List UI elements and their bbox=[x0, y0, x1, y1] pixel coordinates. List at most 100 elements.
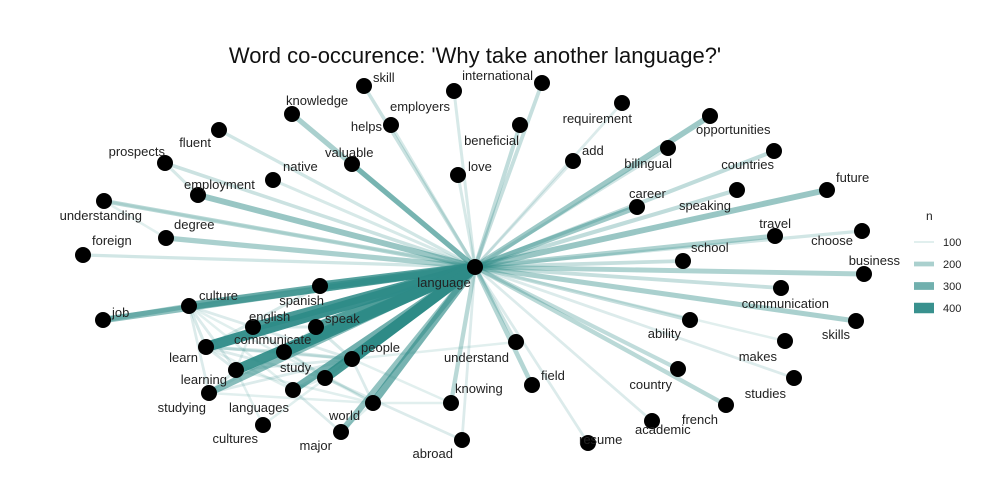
edge-language-future bbox=[472, 187, 830, 270]
node-label-english: english bbox=[249, 309, 290, 324]
node-major bbox=[333, 424, 349, 440]
node-understand bbox=[508, 334, 524, 350]
node-speaking bbox=[729, 182, 745, 198]
edge-language-communicate bbox=[278, 261, 481, 358]
node-label-learn: learn bbox=[169, 350, 198, 365]
node-label-academic: academic bbox=[635, 422, 691, 437]
node-label-prospects: prospects bbox=[109, 144, 166, 159]
node-field bbox=[524, 377, 540, 393]
node-school bbox=[675, 253, 691, 269]
node-love bbox=[450, 167, 466, 183]
node-countries bbox=[766, 143, 782, 159]
edge-language-communication bbox=[473, 265, 783, 290]
edge-language-world bbox=[369, 263, 479, 407]
node-label-study: study bbox=[280, 360, 312, 375]
edge-language-fluent bbox=[217, 128, 477, 269]
node-business bbox=[856, 266, 872, 282]
node-communicate bbox=[276, 344, 292, 360]
edge-language-skill bbox=[362, 84, 477, 269]
node-label-business: business bbox=[849, 253, 901, 268]
node-label-degree: degree bbox=[174, 217, 214, 232]
node-speak bbox=[308, 319, 324, 335]
edge-culture-learning bbox=[187, 304, 238, 372]
edge-language-business bbox=[472, 264, 867, 277]
node-makes bbox=[777, 333, 793, 349]
node-label-school: school bbox=[691, 240, 729, 255]
node-label-love: love bbox=[468, 159, 492, 174]
edge-language-resume bbox=[473, 265, 590, 445]
legend-entries: 100 200 300 400 bbox=[914, 237, 961, 315]
node-label-learning: learning bbox=[181, 372, 227, 387]
node-bilingual bbox=[660, 140, 676, 156]
node-travel bbox=[767, 228, 783, 244]
edge-languages-major bbox=[291, 388, 343, 434]
edge-language-speaking bbox=[472, 187, 740, 270]
node-label-skills: skills bbox=[822, 327, 851, 342]
node-label-knowledge: knowledge bbox=[286, 93, 348, 108]
node-skill bbox=[356, 78, 372, 94]
edge-language-degree bbox=[163, 235, 478, 270]
node-label-major: major bbox=[299, 438, 332, 453]
legend-title: n bbox=[926, 209, 933, 223]
node-label-opportunities: opportunities bbox=[696, 122, 771, 137]
node-ability bbox=[682, 312, 698, 328]
node-label-add: add bbox=[582, 143, 604, 158]
node-label-studying: studying bbox=[158, 400, 206, 415]
edge-language-field bbox=[472, 264, 535, 388]
node-label-employers: employers bbox=[390, 99, 450, 114]
node-label-communicate: communicate bbox=[234, 332, 311, 347]
node-studying bbox=[201, 385, 217, 401]
node-knowledge bbox=[284, 106, 300, 122]
edge-language-add bbox=[473, 159, 575, 269]
edge-people-knowing bbox=[350, 357, 453, 405]
node-label-people: people bbox=[361, 340, 400, 355]
node-native bbox=[265, 172, 281, 188]
edge-language-international bbox=[473, 81, 544, 269]
node-label-country: country bbox=[629, 377, 672, 392]
node-label-employment: employment bbox=[184, 177, 255, 192]
edge-language-valuable bbox=[349, 161, 478, 270]
node-knowing bbox=[443, 395, 459, 411]
node-people bbox=[344, 351, 360, 367]
node-foreign bbox=[75, 247, 91, 263]
edge-language-makes bbox=[473, 265, 787, 343]
node-international bbox=[534, 75, 550, 91]
node-requirement bbox=[614, 95, 630, 111]
legend-label-200: 200 bbox=[943, 259, 961, 271]
node-label-cultures: cultures bbox=[212, 431, 258, 446]
node-learning bbox=[228, 362, 244, 378]
node-label-native: native bbox=[283, 159, 318, 174]
node-label-valuable: valuable bbox=[325, 145, 373, 160]
node-spanish bbox=[312, 278, 328, 294]
node-prospects bbox=[157, 155, 173, 171]
node-employment bbox=[190, 187, 206, 203]
node-label-speaking: speaking bbox=[679, 198, 731, 213]
edge-studying-world bbox=[207, 391, 375, 405]
edge-language-beneficial bbox=[472, 122, 523, 270]
legend-label-100: 100 bbox=[943, 237, 961, 249]
node-label-field: field bbox=[541, 368, 565, 383]
edge-language-skills bbox=[472, 264, 859, 324]
node-label-spanish: spanish bbox=[279, 293, 324, 308]
node-english bbox=[245, 319, 261, 335]
legend-label-300: 300 bbox=[943, 281, 961, 293]
node-resume bbox=[580, 435, 596, 451]
edge-language-foreign bbox=[81, 253, 477, 269]
node-label-studies: studies bbox=[745, 386, 787, 401]
edge-language-french bbox=[472, 264, 729, 408]
edge-language-abroad bbox=[460, 265, 477, 442]
chart-title: Word co-occurence: 'Why take another lan… bbox=[229, 43, 721, 68]
node-understanding bbox=[96, 193, 112, 209]
edge-language-requirement bbox=[473, 101, 624, 269]
edge-study-abroad bbox=[323, 376, 464, 442]
node-opportunities bbox=[702, 108, 718, 124]
labels-layer: language skill international knowledge emplo… bbox=[60, 68, 901, 461]
edge-language-native bbox=[271, 178, 477, 269]
edge-language-understand bbox=[473, 265, 518, 344]
node-job bbox=[95, 312, 111, 328]
node-label-requirement: requirement bbox=[563, 111, 633, 126]
node-country bbox=[670, 361, 686, 377]
edge-language-understanding bbox=[102, 199, 477, 269]
node-languages bbox=[285, 382, 301, 398]
